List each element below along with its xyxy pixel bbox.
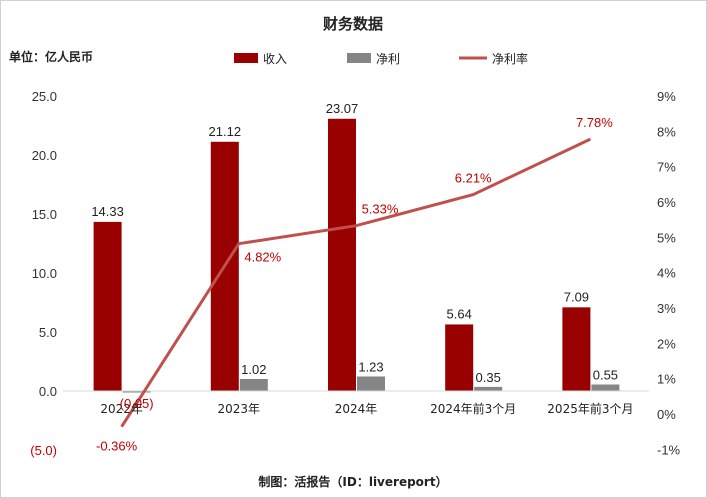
legend-swatch-net-profit (347, 53, 371, 63)
chart-title: 财务数据 (323, 15, 383, 33)
right-axis-tick-label: -1% (657, 442, 681, 457)
data-label-revenue: 21.12 (209, 124, 242, 139)
data-label-net-profit: (0.05) (120, 396, 154, 411)
right-axis-tick-label: 3% (657, 301, 676, 316)
right-axis-tick-label: 2% (657, 336, 676, 351)
left-axis-tick-label: 20.0 (32, 148, 57, 163)
data-label-revenue: 7.09 (564, 289, 589, 304)
bars-group (93, 118, 620, 393)
right-axis-tick-label: 7% (657, 160, 676, 175)
legend: 收入 净利 净利率 (234, 51, 528, 66)
legend-swatch-revenue (234, 53, 258, 63)
category-label: 2025年前3个月 (547, 401, 633, 416)
bar-revenue (328, 118, 356, 392)
bar-net-profit (591, 384, 620, 391)
data-label-net-margin: 5.33% (362, 202, 399, 217)
source-credit: 制图：活报告（ID：livereport） (258, 474, 447, 489)
category-label: 2023年 (218, 402, 261, 416)
left-axis-tick-label: 0.0 (39, 384, 57, 399)
left-axis-tick-label: (5.0) (30, 443, 57, 458)
bar-net-profit (239, 378, 268, 391)
data-label-net-profit: 1.02 (241, 362, 266, 377)
right-axis-tick-label: 1% (657, 372, 676, 387)
category-label: 2024年 (335, 402, 378, 416)
right-axis-tick-label: 6% (657, 195, 676, 210)
right-axis: -1% 0% 1% 2% 3% 4% 5% 6% 7% 8% 9% (657, 89, 681, 457)
bar-net-profit (474, 386, 503, 391)
bar-net-profit (122, 391, 151, 393)
data-label-net-margin: 6.21% (455, 171, 492, 186)
net-margin-line (120, 137, 592, 428)
category-label: 2022年 (100, 402, 143, 416)
data-label-net-profit: 0.55 (593, 368, 618, 383)
bar-revenue (562, 307, 591, 391)
bar-net-profit (357, 376, 385, 391)
data-label-net-profit: 0.35 (476, 370, 501, 385)
right-axis-tick-label: 5% (657, 230, 676, 245)
data-labels: 14.33 (0.05) 21.12 1.02 23.07 1.23 5.64 0.35 7.0… (91, 101, 618, 454)
bar-revenue (445, 324, 474, 391)
category-labels: 2022年 2023年 2024年 2024年前3个月 2025年前3个月 (100, 401, 633, 416)
legend-label-revenue: 收入 (263, 52, 287, 66)
data-label-net-margin: -0.36% (96, 439, 138, 454)
data-label-net-margin: 7.78% (576, 115, 613, 130)
data-label-revenue: 23.07 (326, 101, 359, 116)
left-axis-tick-label: 10.0 (32, 266, 57, 281)
legend-label-net-margin: 净利率 (492, 51, 528, 66)
bar-revenue (93, 221, 122, 391)
left-axis-tick-label: 5.0 (39, 325, 57, 340)
unit-label: 单位：亿人民币 (9, 49, 93, 64)
data-label-net-profit: 1.23 (358, 359, 383, 374)
right-axis-tick-label: 0% (657, 407, 676, 422)
left-axis-tick-label: 15.0 (32, 207, 57, 222)
net-margin-line-group (120, 137, 592, 428)
right-axis-tick-label: 9% (657, 89, 676, 104)
category-label: 2024年前3个月 (430, 401, 516, 416)
data-label-net-margin: 4.82% (244, 250, 281, 265)
data-label-revenue: 14.33 (91, 204, 124, 219)
left-axis-tick-label: 25.0 (32, 89, 57, 104)
left-axis: (5.0) 0.0 5.0 10.0 15.0 20.0 25.0 (30, 89, 57, 458)
right-axis-tick-label: 8% (657, 124, 676, 139)
data-label-revenue: 5.64 (447, 306, 472, 321)
right-axis-tick-label: 4% (657, 266, 676, 281)
legend-label-net-profit: 净利 (376, 52, 400, 66)
